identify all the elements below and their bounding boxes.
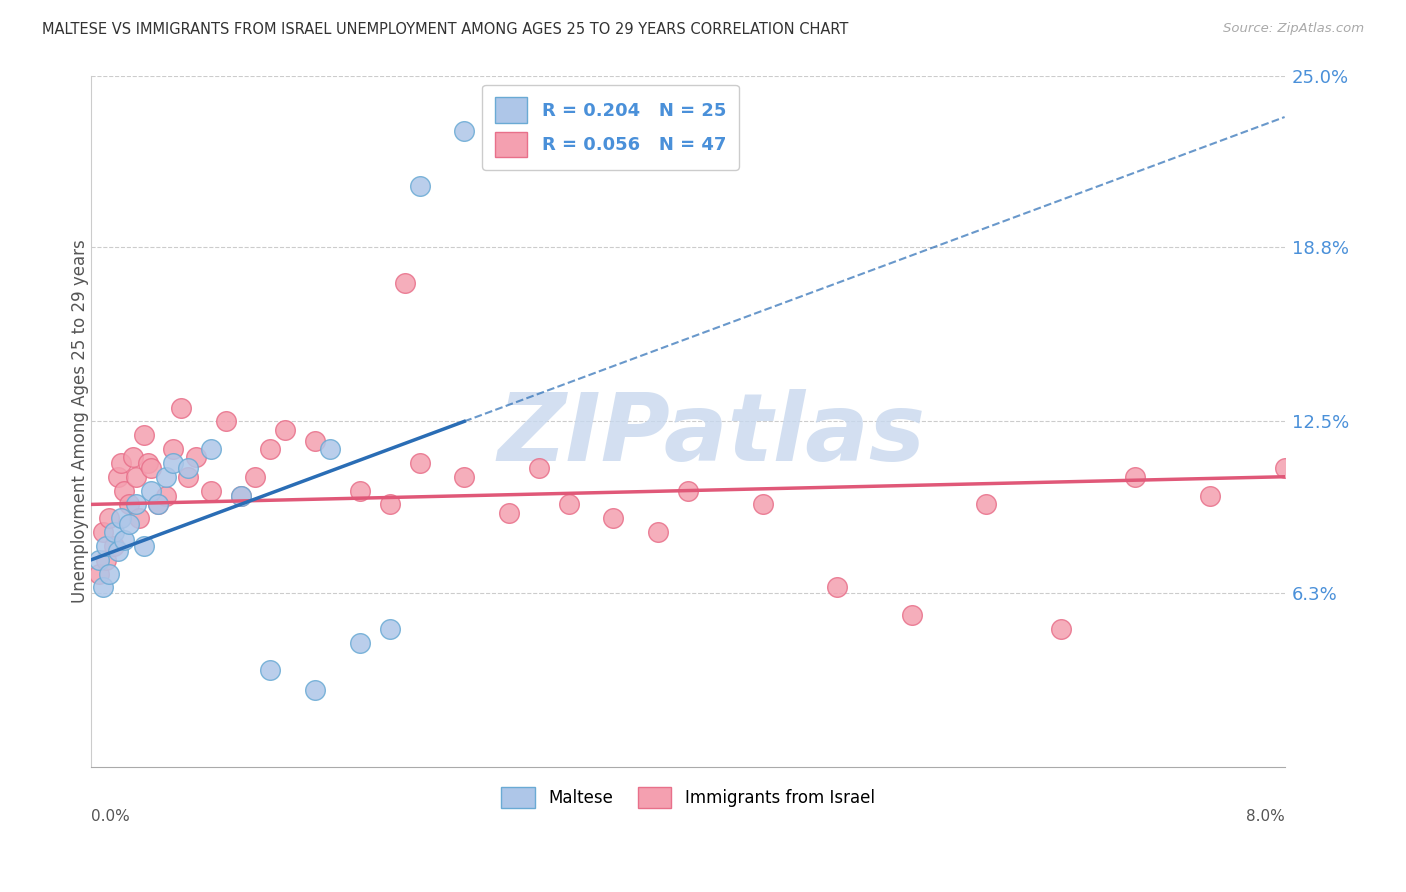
- Point: [96, 553, 118, 567]
- Point: [259, 664, 281, 678]
- Point: [1050, 622, 1073, 636]
- Point: [139, 461, 162, 475]
- Point: [900, 608, 922, 623]
- Point: [98, 566, 121, 581]
- Point: [304, 682, 326, 697]
- Point: [170, 401, 193, 415]
- Point: [200, 483, 222, 498]
- Point: [155, 489, 177, 503]
- Point: [103, 539, 125, 553]
- Point: [110, 511, 132, 525]
- Legend: Maltese, Immigrants from Israel: Maltese, Immigrants from Israel: [495, 780, 882, 814]
- Point: [112, 533, 135, 548]
- Point: [394, 276, 416, 290]
- Point: [132, 428, 155, 442]
- Point: [1125, 469, 1147, 483]
- Point: [162, 442, 184, 456]
- Point: [87, 553, 110, 567]
- Point: [177, 461, 200, 475]
- Point: [453, 469, 475, 483]
- Point: [453, 124, 475, 138]
- Point: [1274, 461, 1296, 475]
- Point: [91, 581, 114, 595]
- Point: [214, 414, 236, 428]
- Point: [676, 483, 699, 498]
- Point: [647, 524, 669, 539]
- Text: 0.0%: 0.0%: [91, 809, 131, 824]
- Point: [136, 456, 159, 470]
- Point: [125, 469, 148, 483]
- Point: [527, 461, 550, 475]
- Point: [125, 497, 148, 511]
- Point: [177, 469, 200, 483]
- Point: [751, 497, 773, 511]
- Point: [110, 456, 132, 470]
- Point: [498, 506, 520, 520]
- Text: MALTESE VS IMMIGRANTS FROM ISRAEL UNEMPLOYMENT AMONG AGES 25 TO 29 YEARS CORRELA: MALTESE VS IMMIGRANTS FROM ISRAEL UNEMPL…: [42, 22, 849, 37]
- Text: Source: ZipAtlas.com: Source: ZipAtlas.com: [1223, 22, 1364, 36]
- Text: 8.0%: 8.0%: [1246, 809, 1285, 824]
- Point: [274, 423, 297, 437]
- Point: [112, 483, 135, 498]
- Point: [974, 497, 997, 511]
- Point: [245, 469, 267, 483]
- Point: [128, 511, 150, 525]
- Point: [162, 456, 184, 470]
- Point: [408, 179, 430, 194]
- Point: [319, 442, 342, 456]
- Point: [1199, 489, 1222, 503]
- Point: [155, 469, 177, 483]
- Point: [378, 497, 401, 511]
- Point: [107, 544, 129, 558]
- Point: [122, 450, 145, 465]
- Point: [229, 489, 252, 503]
- Y-axis label: Unemployment Among Ages 25 to 29 years: Unemployment Among Ages 25 to 29 years: [72, 240, 89, 603]
- Point: [117, 516, 139, 531]
- Point: [96, 539, 118, 553]
- Point: [408, 456, 430, 470]
- Point: [103, 524, 125, 539]
- Point: [87, 566, 110, 581]
- Point: [557, 497, 579, 511]
- Point: [304, 434, 326, 448]
- Point: [132, 539, 155, 553]
- Point: [107, 469, 129, 483]
- Point: [378, 622, 401, 636]
- Point: [825, 581, 848, 595]
- Point: [349, 483, 371, 498]
- Point: [229, 489, 252, 503]
- Point: [91, 524, 114, 539]
- Text: ZIPatlas: ZIPatlas: [498, 389, 927, 481]
- Point: [200, 442, 222, 456]
- Point: [184, 450, 207, 465]
- Point: [98, 511, 121, 525]
- Point: [148, 497, 170, 511]
- Point: [602, 511, 624, 525]
- Point: [117, 497, 139, 511]
- Point: [349, 636, 371, 650]
- Point: [259, 442, 281, 456]
- Point: [139, 483, 162, 498]
- Point: [148, 497, 170, 511]
